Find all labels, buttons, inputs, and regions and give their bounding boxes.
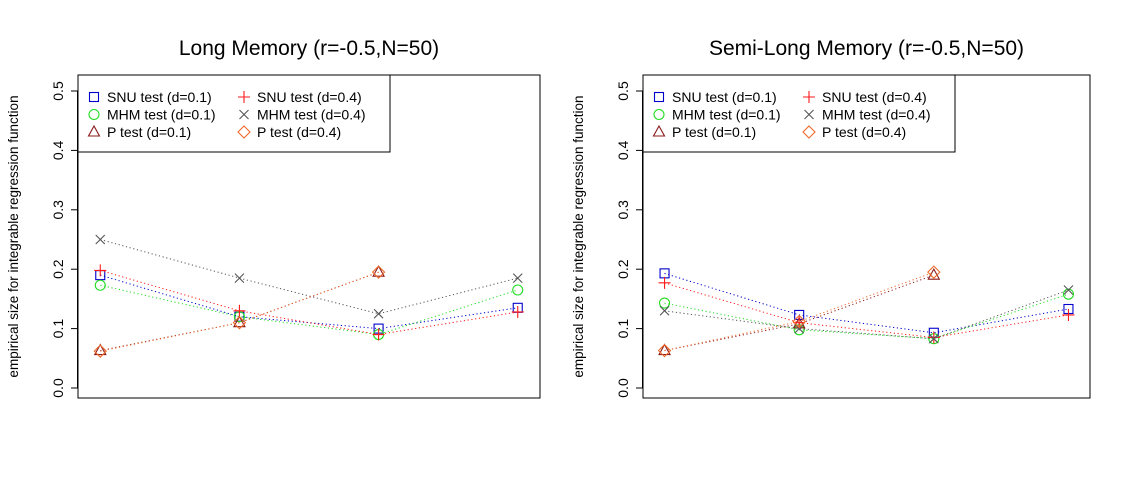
y-tick-label: 0.2 <box>615 259 631 279</box>
series-line <box>100 269 518 336</box>
legend-label: MHM test (d=0.4) <box>822 107 931 123</box>
data-point <box>93 343 107 356</box>
legend-label: P test (d=0.1) <box>107 124 191 140</box>
chart-title: Semi-Long Memory (r=-0.5,N=50) <box>709 37 1024 60</box>
data-point <box>1062 308 1075 321</box>
legend-label: SNU test (d=0.1) <box>107 89 212 105</box>
data-point <box>234 273 245 283</box>
series-2 <box>94 279 524 341</box>
legend-marker <box>238 91 250 103</box>
data-point <box>511 305 524 318</box>
data-point <box>95 234 106 245</box>
data-point <box>927 267 941 280</box>
legend-marker <box>803 91 815 103</box>
y-tick-label: 0.5 <box>615 81 631 101</box>
chart-panel-1: Long Memory (r=-0.5,N=50) empirical size … <box>6 37 541 399</box>
data-point <box>373 308 384 319</box>
series-line <box>100 239 518 315</box>
data-point <box>658 343 671 356</box>
legend-marker <box>87 124 101 137</box>
data-point <box>658 276 671 289</box>
series-line <box>664 289 1069 340</box>
series-5 <box>659 285 1074 344</box>
series-4 <box>94 264 524 341</box>
series-line <box>100 274 518 330</box>
y-tick-label: 0.5 <box>50 81 66 101</box>
y-axis-label: empirical size for integrable regression… <box>6 95 21 377</box>
legend-marker <box>802 125 816 139</box>
legend-label: P test (d=0.1) <box>672 124 756 140</box>
chart-panel-2: Semi-Long Memory (r=-0.5,N=50) empirical … <box>571 37 1091 399</box>
legend-box <box>77 74 391 153</box>
series-line <box>664 271 934 352</box>
data-point <box>659 305 670 316</box>
data-point <box>792 314 806 329</box>
series-line <box>664 272 1069 334</box>
series-3 <box>658 267 941 356</box>
legend-marker <box>239 109 249 120</box>
legend-label: P test (d=0.4) <box>257 124 341 140</box>
series-line <box>664 274 934 352</box>
data-point <box>94 279 106 291</box>
legend-marker <box>653 108 665 121</box>
y-tick-label: 0.4 <box>615 140 631 160</box>
data-point <box>927 331 940 344</box>
legend-marker <box>652 124 666 137</box>
legend-label: SNU test (d=0.4) <box>822 89 927 105</box>
legend-label: SNU test (d=0.1) <box>672 89 777 105</box>
y-tick-label: 0.1 <box>615 319 631 339</box>
series-line <box>664 293 1069 340</box>
series-4 <box>658 276 1075 344</box>
data-point <box>372 328 385 341</box>
legend-box <box>642 74 956 153</box>
series-6 <box>657 265 941 358</box>
data-point <box>512 284 524 296</box>
data-point <box>94 264 107 277</box>
y-tick-label: 0.4 <box>50 140 66 160</box>
data-point <box>371 265 386 279</box>
series-1 <box>659 268 1074 338</box>
data-point <box>794 323 805 334</box>
y-tick-label: 0.3 <box>50 200 66 220</box>
series-line <box>100 271 379 352</box>
legend-label: MHM test (d=0.1) <box>672 107 781 123</box>
series-1 <box>95 270 523 334</box>
legend-marker <box>237 125 251 139</box>
chart-title: Long Memory (r=-0.5,N=50) <box>179 37 439 60</box>
legend: SNU test (d=0.1)MHM test (d=0.1)P test (… <box>77 74 391 153</box>
series-6 <box>93 265 386 358</box>
legend-marker <box>653 91 665 103</box>
legend-marker <box>88 108 100 121</box>
series-line <box>664 282 1069 339</box>
y-tick-label: 0.2 <box>50 259 66 279</box>
data-point <box>232 315 247 330</box>
legend-marker <box>88 91 100 103</box>
legend-label: P test (d=0.4) <box>822 124 906 140</box>
series-line <box>100 284 518 336</box>
y-axis-label: empirical size for integrable regression… <box>571 95 586 377</box>
legend: SNU test (d=0.1)MHM test (d=0.1)P test (… <box>642 74 956 153</box>
legend-marker <box>804 109 814 120</box>
legend-label: MHM test (d=0.4) <box>257 107 366 123</box>
y-tick-label: 0.1 <box>50 319 66 339</box>
data-point <box>372 265 386 277</box>
data-point <box>657 343 672 358</box>
data-point <box>1063 285 1074 295</box>
legend-label: SNU test (d=0.4) <box>257 89 362 105</box>
y-tick-label: 0.0 <box>615 378 631 398</box>
y-tick-label: 0.0 <box>50 378 66 398</box>
data-point <box>1062 288 1075 300</box>
data-point <box>512 273 523 283</box>
y-tick-label: 0.3 <box>615 200 631 220</box>
data-point <box>658 297 671 309</box>
data-point <box>928 333 939 344</box>
data-point <box>93 344 108 358</box>
data-point <box>233 304 246 317</box>
series-5 <box>95 234 523 319</box>
legend-label: MHM test (d=0.1) <box>107 107 216 123</box>
data-point <box>927 265 941 279</box>
